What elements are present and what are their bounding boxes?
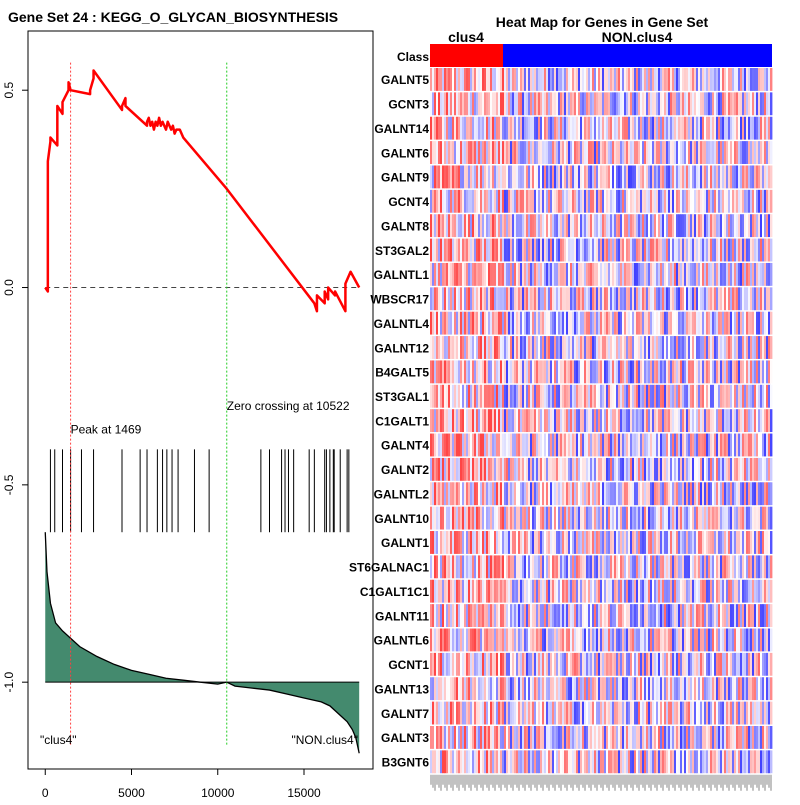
heatmap-row — [430, 458, 772, 481]
heatmap-cell — [770, 92, 772, 115]
heatmap-cell — [770, 68, 772, 91]
heatmap-row — [430, 409, 772, 432]
heatmap-cell — [770, 482, 772, 505]
peak-label: Peak at 1469 — [71, 423, 142, 437]
heatmap-cell — [770, 409, 772, 432]
class-row-label: Class — [397, 50, 429, 64]
plot-title: Gene Set 24 : KEGG_O_GLYCAN_BIOSYNTHESIS — [8, 9, 338, 25]
heatmap-row — [430, 312, 772, 335]
heatmap-row — [430, 214, 772, 237]
heatmap-cell — [770, 604, 772, 627]
y-tick-label: -0.5 — [2, 474, 16, 495]
heatmap-row — [430, 726, 772, 749]
heatmap-cell — [770, 677, 772, 700]
heatmap-row — [430, 555, 772, 578]
heatmap-cell — [770, 629, 772, 652]
heatmap-row — [430, 165, 772, 188]
heatmap-row — [430, 360, 772, 383]
heatmap-cell — [770, 580, 772, 603]
heatmap-cell — [770, 531, 772, 554]
heatmap-row — [430, 385, 772, 408]
heatmap-row — [430, 702, 772, 725]
heatmap-row — [430, 239, 772, 262]
heatmap-cells — [430, 68, 772, 773]
ranked-metric-area — [45, 532, 359, 753]
heatmap-row — [430, 434, 772, 457]
heatmap-row — [430, 507, 772, 530]
ranked-metric-curve — [45, 532, 359, 753]
heatmap-row — [430, 531, 772, 554]
heatmap-cell — [770, 141, 772, 164]
class-label-clus4: clus4 — [448, 29, 484, 45]
heatmap-cell — [770, 190, 772, 213]
heatmap-cell — [770, 458, 772, 481]
heatmap-row — [430, 68, 772, 91]
heatmap-cell — [770, 360, 772, 383]
heatmap-title: Heat Map for Genes in Gene Set — [496, 14, 709, 30]
heatmap-cell — [770, 653, 772, 676]
left-axes: 0 5000 10000 15000 0.5 0.0 -0.5 -1.0 — [2, 82, 321, 800]
heatmap-row — [430, 604, 772, 627]
heatmap-cell — [770, 385, 772, 408]
class-label-non-clus4: NON.clus4 — [602, 29, 673, 45]
heatmap-cell — [770, 726, 772, 749]
heatmap-cell — [770, 336, 772, 359]
heatmap-cell — [770, 312, 772, 335]
heatmap-cell — [770, 555, 772, 578]
heatmap-row — [430, 190, 772, 213]
heatmap-row — [430, 141, 772, 164]
heatmap-row — [430, 750, 772, 773]
heatmap-row — [430, 482, 772, 505]
right-class-annotation: "NON.clus4" — [291, 733, 358, 747]
heatmap-row — [430, 580, 772, 603]
heatmap-row — [430, 336, 772, 359]
zero-crossing-label: Zero crossing at 10522 — [227, 399, 350, 413]
heatmap-row — [430, 629, 772, 652]
heatmap-row — [430, 653, 772, 676]
heatmap-cell — [770, 263, 772, 286]
y-tick-label: -1.0 — [2, 672, 16, 693]
y-tick-label: 0.5 — [2, 82, 16, 99]
heatmap-row — [430, 117, 772, 140]
x-tick-label: 0 — [42, 786, 49, 800]
x-tick-label: 10000 — [201, 786, 235, 800]
enrichment-score-layer — [45, 70, 359, 311]
heatmap-cell — [770, 239, 772, 262]
heatmap-cell — [770, 214, 772, 237]
heatmap-cell — [770, 117, 772, 140]
class-bar-clus4 — [430, 44, 503, 67]
heatmap-cell — [770, 434, 772, 457]
heatmap-cell — [770, 165, 772, 188]
enrichment-score-line — [45, 70, 359, 311]
heatmap-row — [430, 677, 772, 700]
hit-ticks-layer — [50, 449, 348, 532]
class-bar-non-clus4 — [503, 44, 772, 67]
heatmap-cell — [770, 507, 772, 530]
heatmap-row — [430, 287, 772, 310]
ranked-metric-layer — [45, 532, 359, 753]
heatmap-row — [430, 92, 772, 115]
y-tick-label: 0.0 — [2, 279, 16, 296]
heatmap-cell — [770, 287, 772, 310]
x-tick-label: 5000 — [118, 786, 145, 800]
left-class-annotation: "clus4" — [40, 733, 77, 747]
x-tick-label: 15000 — [287, 786, 321, 800]
heatmap-cell — [770, 702, 772, 725]
heatmap-row — [430, 263, 772, 286]
